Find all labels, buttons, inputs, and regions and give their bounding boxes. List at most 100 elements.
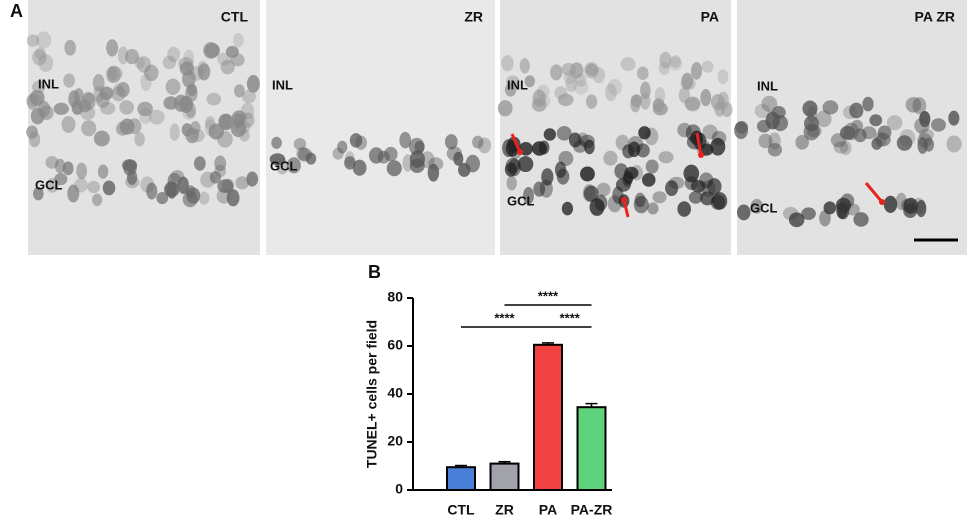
cell [707, 178, 722, 196]
cell [803, 115, 819, 132]
cell [414, 140, 425, 154]
cell [923, 137, 935, 152]
cell [126, 169, 138, 186]
cell [472, 135, 484, 149]
cell [106, 65, 121, 84]
cell [541, 168, 554, 186]
cell [670, 55, 681, 69]
cell [497, 100, 513, 117]
cell [61, 116, 76, 133]
cell [886, 115, 903, 131]
cell [558, 150, 574, 166]
cell [165, 78, 181, 95]
cell [377, 150, 390, 164]
layer-label: INL [38, 76, 59, 91]
cell [54, 158, 66, 174]
cell [853, 212, 869, 227]
arrow-head [879, 199, 885, 205]
layer-label: INL [272, 77, 293, 92]
cell [840, 140, 852, 156]
cell [652, 98, 665, 113]
cell [710, 94, 725, 111]
cell [607, 78, 622, 96]
cell [701, 60, 714, 73]
cell [53, 102, 69, 115]
cell [235, 176, 250, 190]
cell [647, 202, 659, 215]
cell [758, 133, 773, 149]
cell [62, 161, 74, 176]
cell [630, 94, 643, 107]
cell [734, 121, 748, 140]
cell [677, 201, 692, 217]
cell [702, 124, 718, 140]
cell [538, 140, 550, 155]
cell [659, 51, 672, 69]
cell [916, 200, 927, 218]
cell [139, 107, 152, 124]
y-tick-label: 0 [395, 481, 403, 497]
cell [208, 123, 225, 140]
cell [113, 83, 125, 96]
significance-label: **** [560, 310, 581, 325]
layer-label: INL [757, 78, 778, 93]
cell [185, 84, 198, 103]
cell [767, 143, 783, 157]
cell [29, 89, 45, 106]
cell [700, 88, 712, 107]
cell [220, 113, 232, 130]
cell [156, 191, 169, 205]
cell [36, 31, 52, 49]
cell [645, 159, 659, 174]
cell [585, 63, 598, 77]
cell [710, 194, 726, 210]
cell [337, 140, 348, 154]
cell [603, 150, 618, 166]
cell [624, 166, 639, 180]
cell [914, 117, 930, 134]
cell [677, 122, 692, 138]
layer-label: GCL [35, 177, 63, 192]
cell [182, 107, 197, 120]
cell [681, 72, 694, 90]
cell [183, 49, 195, 66]
cell [226, 189, 240, 207]
y-tick-label: 60 [387, 337, 403, 353]
cell [305, 152, 317, 165]
cell [946, 135, 962, 153]
cell [344, 151, 355, 167]
cell [585, 94, 598, 109]
cell [622, 144, 635, 159]
cell [102, 180, 116, 196]
cell [688, 191, 703, 204]
cell [197, 63, 211, 81]
cell [241, 89, 257, 104]
cell [296, 146, 309, 161]
cell [816, 110, 832, 128]
cell [594, 194, 608, 211]
cell [204, 42, 221, 58]
cell [409, 158, 425, 173]
cell [501, 55, 514, 72]
cell [823, 201, 837, 215]
cell [214, 155, 227, 172]
cell [134, 132, 145, 147]
cell [607, 195, 622, 213]
cell [583, 185, 599, 202]
cell [636, 66, 649, 80]
layer-label: GCL [507, 193, 535, 208]
cell [835, 197, 851, 213]
cell [349, 133, 363, 148]
cell [144, 64, 159, 82]
cell [97, 164, 109, 179]
cell [918, 128, 935, 141]
cell [931, 118, 946, 132]
cell [905, 97, 922, 113]
cell [38, 54, 54, 72]
cell [903, 197, 919, 215]
cell [125, 49, 140, 65]
cell [344, 156, 356, 170]
cell [761, 95, 778, 113]
x-tick-label: PA [539, 502, 557, 518]
